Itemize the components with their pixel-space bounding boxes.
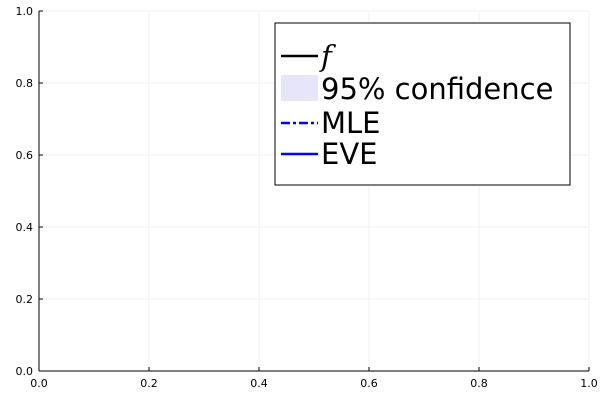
x-tick-label: 0.2 xyxy=(140,377,158,390)
y-tick-label: 0.2 xyxy=(16,293,34,306)
legend-item-mle: MLE xyxy=(281,106,381,140)
legend-box xyxy=(274,22,571,186)
legend-label-eve: EVE xyxy=(321,137,378,171)
x-tick-label: 0.0 xyxy=(30,377,48,390)
y-tick-label: 0.8 xyxy=(16,77,34,90)
legend-label-confidence: 95% confidence xyxy=(321,72,553,106)
legend-item-eve: EVE xyxy=(281,137,378,171)
legend-item-confidence: 95% confidence xyxy=(281,72,553,106)
y-tick-label: 0.4 xyxy=(16,221,34,234)
x-tick-label: 0.8 xyxy=(470,377,488,390)
x-tick-label: 0.6 xyxy=(360,377,378,390)
ticks: 0.0 0.2 0.4 0.6 0.8 1.0 0.0 0.2 0.4 0.6 0.8 1.0 xyxy=(16,5,598,390)
legend-label-mle: MLE xyxy=(321,106,381,140)
y-tick-label: 0.6 xyxy=(16,149,34,162)
legend-swatch-confidence xyxy=(281,75,318,101)
x-tick-label: 1.0 xyxy=(580,377,598,390)
y-tick-label: 1.0 xyxy=(16,5,34,18)
x-tick-label: 0.4 xyxy=(250,377,268,390)
axes xyxy=(38,11,589,372)
y-tick-label: 0.0 xyxy=(16,365,34,378)
legend: f 95% confidence MLE EVE xyxy=(274,22,571,186)
